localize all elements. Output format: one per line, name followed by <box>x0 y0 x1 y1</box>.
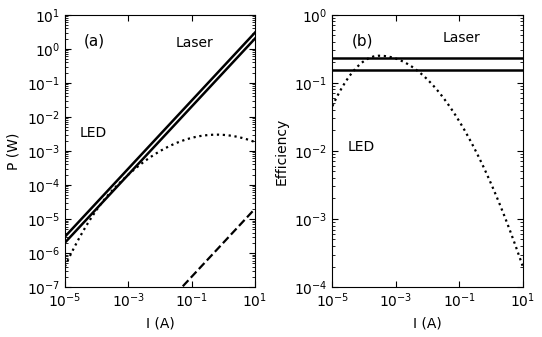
Text: (b): (b) <box>351 34 373 49</box>
X-axis label: I (A): I (A) <box>413 316 442 330</box>
Text: LED: LED <box>347 140 375 154</box>
Text: (a): (a) <box>84 34 105 49</box>
Y-axis label: P (W): P (W) <box>7 132 21 170</box>
Text: Laser: Laser <box>175 36 213 51</box>
Text: Laser: Laser <box>443 31 480 45</box>
Y-axis label: Efficiency: Efficiency <box>274 117 288 185</box>
X-axis label: I (A): I (A) <box>146 316 175 330</box>
Text: LED: LED <box>80 126 107 140</box>
